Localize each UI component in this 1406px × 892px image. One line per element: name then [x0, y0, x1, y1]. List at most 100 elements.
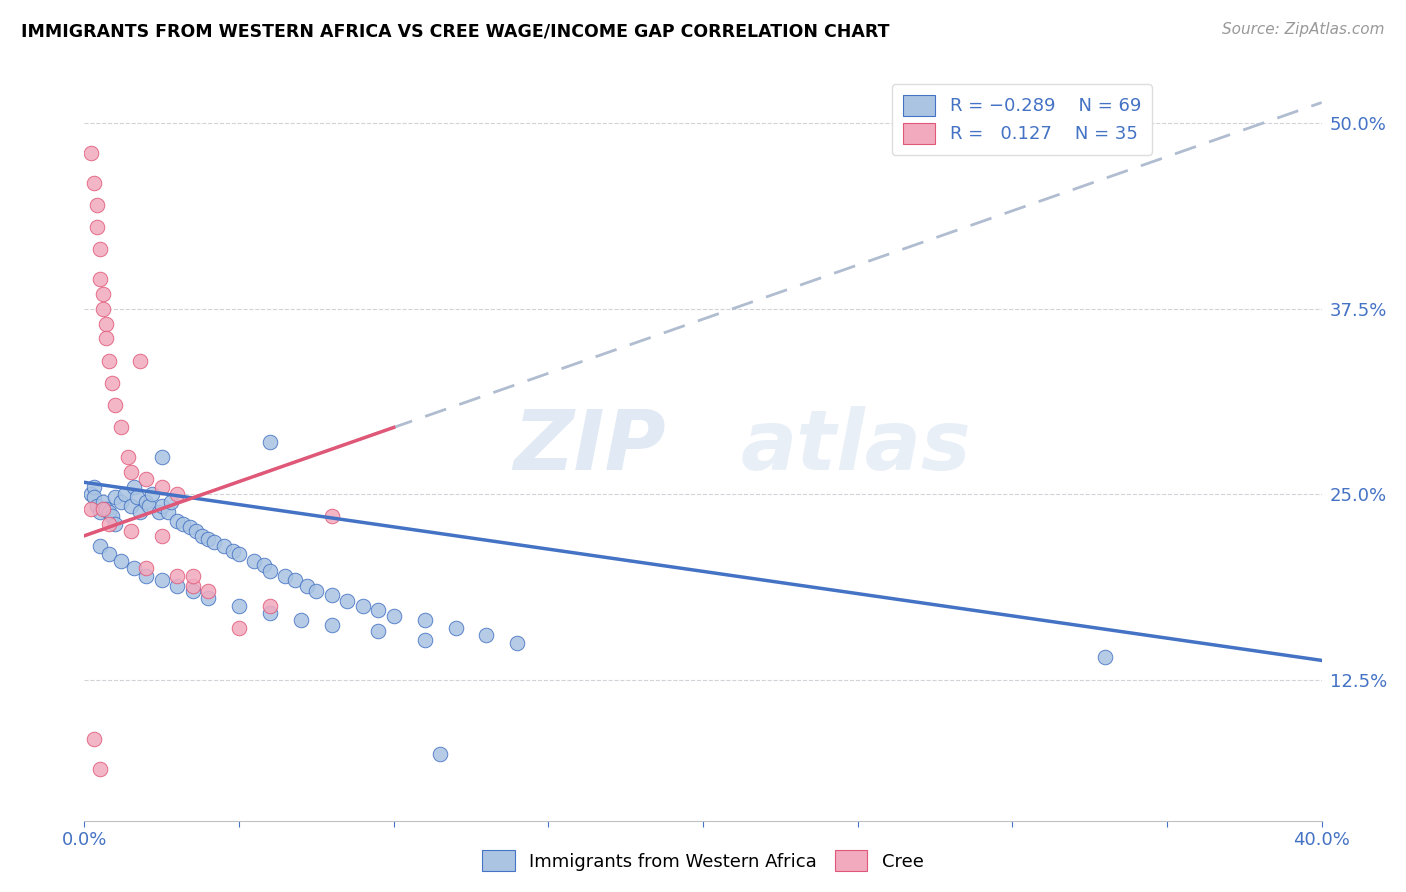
- Point: [98, 505, 121, 519]
- Point: [191, 529, 214, 543]
- Point: [184, 524, 207, 539]
- Point: [89, 762, 111, 776]
- Point: [91, 287, 114, 301]
- Point: [197, 532, 219, 546]
- Point: [79, 145, 101, 160]
- Point: [98, 353, 121, 368]
- Point: [89, 505, 111, 519]
- Point: [122, 480, 145, 494]
- Point: [135, 472, 157, 486]
- Point: [284, 574, 307, 588]
- Point: [91, 494, 114, 508]
- Point: [150, 574, 173, 588]
- Point: [83, 176, 105, 190]
- Point: [259, 599, 281, 613]
- Point: [202, 534, 225, 549]
- Point: [181, 569, 204, 583]
- Point: [148, 505, 170, 519]
- Point: [94, 317, 117, 331]
- Point: [259, 565, 281, 579]
- Legend: R = −0.289    N = 69, R =   0.127    N = 35: R = −0.289 N = 69, R = 0.127 N = 35: [891, 84, 1152, 154]
- Point: [125, 490, 148, 504]
- Point: [101, 376, 124, 390]
- Point: [305, 583, 328, 598]
- Point: [506, 635, 529, 649]
- Point: [166, 487, 188, 501]
- Point: [274, 569, 297, 583]
- Point: [228, 599, 250, 613]
- Point: [222, 543, 245, 558]
- Point: [352, 599, 374, 613]
- Point: [141, 487, 163, 501]
- Point: [150, 499, 173, 513]
- Point: [321, 509, 343, 524]
- Point: [89, 539, 111, 553]
- Point: [429, 747, 451, 761]
- Point: [94, 331, 117, 345]
- Point: [101, 509, 124, 524]
- Point: [444, 621, 467, 635]
- Text: atlas: atlas: [740, 406, 970, 486]
- Point: [120, 465, 142, 479]
- Point: [138, 499, 160, 513]
- Point: [104, 516, 127, 531]
- Point: [321, 617, 343, 632]
- Point: [110, 554, 132, 568]
- Point: [110, 494, 132, 508]
- Point: [83, 480, 105, 494]
- Point: [166, 569, 188, 583]
- Point: [91, 301, 114, 316]
- Point: [259, 435, 281, 450]
- Point: [86, 499, 108, 513]
- Point: [156, 505, 179, 519]
- Point: [181, 579, 204, 593]
- Point: [166, 514, 188, 528]
- Text: ZIP: ZIP: [513, 406, 666, 486]
- Legend: Immigrants from Western Africa, Cree: Immigrants from Western Africa, Cree: [475, 843, 931, 879]
- Point: [1094, 650, 1116, 665]
- Point: [321, 588, 343, 602]
- Point: [104, 398, 127, 412]
- Point: [83, 490, 105, 504]
- Point: [89, 243, 111, 257]
- Text: Source: ZipAtlas.com: Source: ZipAtlas.com: [1222, 22, 1385, 37]
- Point: [114, 487, 136, 501]
- Point: [91, 502, 114, 516]
- Point: [135, 561, 157, 575]
- Point: [172, 516, 194, 531]
- Text: IMMIGRANTS FROM WESTERN AFRICA VS CREE WAGE/INCOME GAP CORRELATION CHART: IMMIGRANTS FROM WESTERN AFRICA VS CREE W…: [21, 22, 890, 40]
- Point: [83, 732, 105, 747]
- Point: [413, 632, 436, 647]
- Point: [79, 487, 101, 501]
- Point: [259, 606, 281, 620]
- Point: [86, 198, 108, 212]
- Point: [117, 450, 139, 464]
- Point: [79, 502, 101, 516]
- Point: [129, 505, 152, 519]
- Point: [475, 628, 498, 642]
- Point: [129, 353, 152, 368]
- Point: [150, 480, 173, 494]
- Point: [179, 520, 201, 534]
- Point: [243, 554, 266, 568]
- Point: [120, 524, 142, 539]
- Point: [197, 583, 219, 598]
- Point: [104, 490, 127, 504]
- Point: [98, 516, 121, 531]
- Point: [150, 529, 173, 543]
- Point: [160, 494, 183, 508]
- Point: [295, 579, 318, 593]
- Point: [367, 624, 389, 638]
- Point: [166, 579, 188, 593]
- Point: [135, 569, 157, 583]
- Point: [212, 539, 235, 553]
- Point: [413, 613, 436, 627]
- Point: [253, 558, 276, 573]
- Point: [86, 220, 108, 235]
- Point: [98, 547, 121, 561]
- Point: [228, 547, 250, 561]
- Point: [120, 499, 142, 513]
- Point: [197, 591, 219, 605]
- Point: [290, 613, 312, 627]
- Point: [135, 494, 157, 508]
